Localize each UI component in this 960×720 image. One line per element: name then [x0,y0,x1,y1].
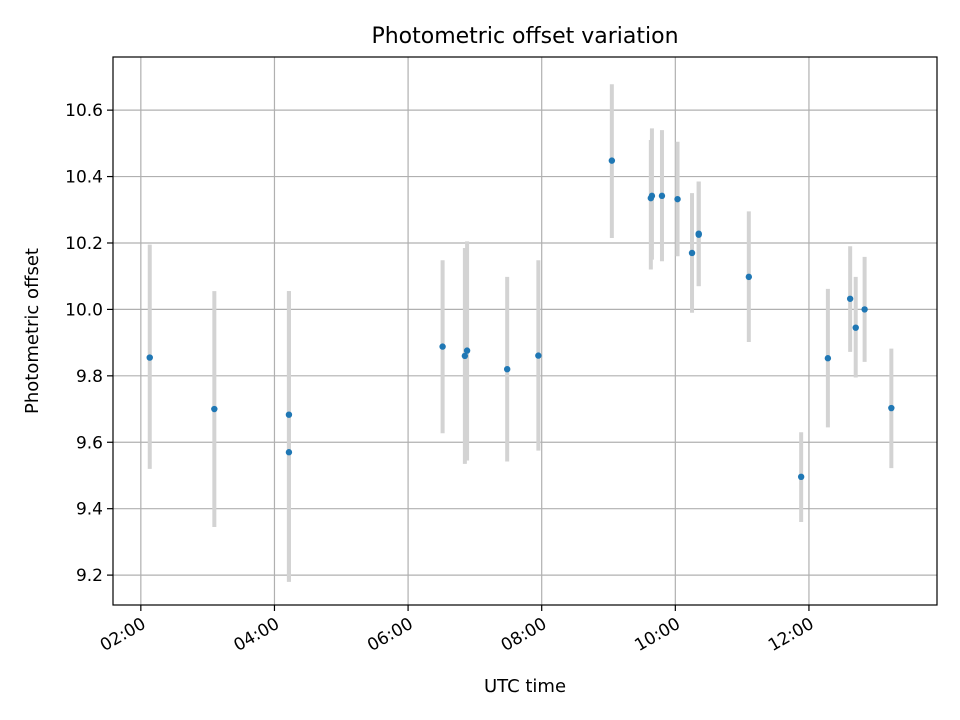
data-point [861,306,868,313]
y-tick-label: 9.6 [76,433,103,453]
data-point [285,411,293,418]
data-point [797,473,805,481]
data-point [146,354,153,361]
grid [113,57,937,605]
data-point [824,355,832,362]
data-point [846,295,854,302]
data-points [146,157,895,481]
y-tick-label: 10.2 [65,234,103,254]
chart-title: Photometric offset variation [371,24,678,49]
data-point [211,405,218,413]
y-tick-label: 9.2 [76,566,103,586]
data-point [285,449,293,456]
data-point [535,352,542,359]
plot-frame [112,56,938,606]
y-tick-label: 10.6 [65,101,103,121]
data-point [503,365,511,373]
data-point [674,195,681,203]
data-point [745,273,753,281]
data-point [461,352,469,360]
x-axis-label: UTC time [484,676,566,697]
data-point [695,231,702,238]
y-tick-label: 10.4 [65,168,103,188]
y-axis-label: Photometric offset [22,248,43,414]
data-point [688,249,696,257]
data-point [888,404,895,412]
data-point [439,343,446,350]
data-point [463,347,471,354]
data-point [608,157,616,164]
y-tick-label: 9.8 [76,367,103,387]
y-axis-ticks: 9.2 9.4 9.6 9.8 10.0 10.2 10.4 10.6 [65,101,113,586]
data-point [648,192,656,200]
data-point [658,192,666,200]
y-tick-label: 9.4 [76,500,103,520]
data-point [852,324,859,331]
y-tick-label: 10.0 [65,300,103,320]
